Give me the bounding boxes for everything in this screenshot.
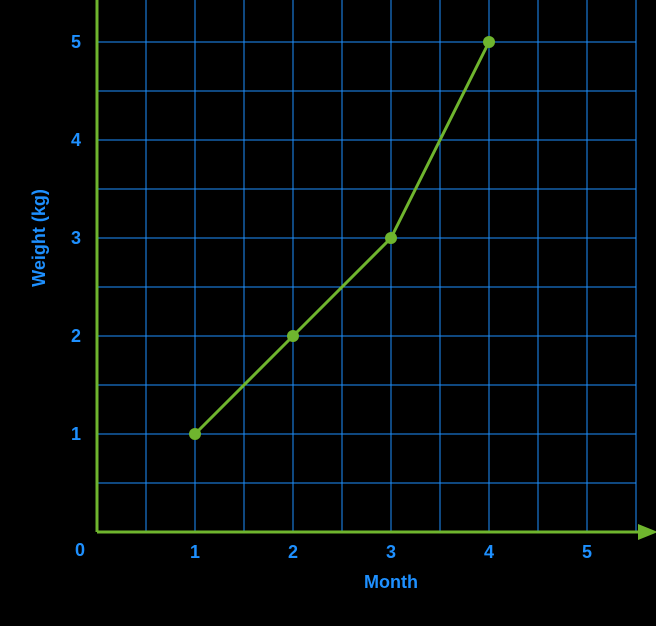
x-tick-label: 4 [484, 542, 494, 562]
chart-container: 1 2 3 4 5 1 2 3 4 5 0 Month Weight (kg) [0, 0, 656, 626]
x-tick-label: 5 [582, 542, 592, 562]
y-axis-label: Weight (kg) [29, 189, 49, 287]
y-tick-label: 5 [71, 32, 81, 52]
y-tick-label: 3 [71, 228, 81, 248]
y-tick-label: 4 [71, 130, 81, 150]
y-tick-label: 1 [71, 424, 81, 444]
data-point [189, 428, 201, 440]
x-tick-label: 1 [190, 542, 200, 562]
x-axis-label: Month [364, 572, 418, 592]
data-point [483, 36, 495, 48]
y-tick-label: 2 [71, 326, 81, 346]
origin-label: 0 [75, 540, 85, 560]
data-point [287, 330, 299, 342]
x-axis-arrow [638, 524, 656, 540]
x-tick-label: 3 [386, 542, 396, 562]
data-point [385, 232, 397, 244]
x-tick-label: 2 [288, 542, 298, 562]
line-chart: 1 2 3 4 5 1 2 3 4 5 0 Month Weight (kg) [0, 0, 656, 626]
